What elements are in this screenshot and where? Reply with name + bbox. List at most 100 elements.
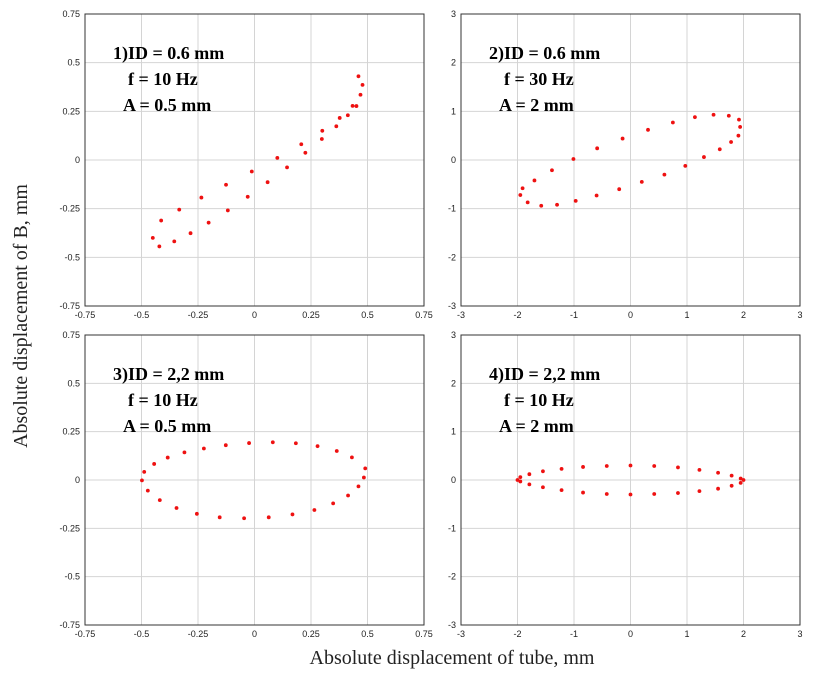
data-point: [594, 193, 599, 198]
y-tick-label: -0.5: [64, 572, 80, 582]
y-tick-label: -0.75: [59, 301, 80, 311]
data-point: [628, 463, 633, 468]
data-point: [525, 200, 530, 205]
x-tick-label: 0: [252, 310, 257, 320]
data-point: [270, 440, 275, 445]
data-point: [737, 117, 741, 122]
data-point: [716, 486, 720, 491]
y-tick-label: -2: [448, 252, 456, 262]
data-point: [361, 475, 366, 480]
annotation-line: 1)ID = 0.6 mm: [113, 43, 224, 64]
data-point: [639, 180, 644, 184]
data-point: [527, 482, 532, 487]
data-point: [617, 187, 622, 192]
data-point: [573, 198, 578, 203]
data-point: [312, 508, 317, 512]
data-point: [541, 469, 545, 474]
data-point: [670, 120, 675, 125]
data-point: [245, 194, 250, 199]
data-point: [265, 180, 270, 185]
x-tick-label: 3: [797, 310, 802, 320]
y-tick-label: 0.5: [67, 378, 80, 388]
data-point: [620, 136, 625, 141]
data-point: [741, 478, 746, 482]
y-tick-label: -0.75: [59, 620, 80, 630]
data-point: [539, 203, 544, 208]
x-tick-label: -0.5: [134, 310, 150, 320]
data-point: [729, 140, 733, 144]
data-point: [676, 491, 680, 495]
data-point: [350, 103, 355, 108]
y-tick-label: 2: [451, 378, 456, 388]
data-point: [559, 466, 564, 471]
annotation-line: f = 10 Hz: [128, 390, 198, 410]
data-point: [604, 492, 609, 496]
y-tick-label: 0.5: [67, 58, 80, 68]
data-point: [145, 488, 150, 493]
y-tick-label: 0.75: [62, 330, 80, 340]
data-point: [290, 512, 295, 517]
annotation-line: 4)ID = 2,2 mm: [489, 364, 600, 385]
data-point: [320, 128, 325, 133]
x-tick-label: 0: [628, 629, 633, 639]
x-tick-label: 1: [684, 629, 689, 639]
data-point: [662, 172, 667, 177]
data-point: [358, 92, 363, 97]
x-tick-label: 0: [628, 310, 633, 320]
data-point: [157, 244, 162, 249]
y-tick-label: 3: [451, 9, 456, 19]
x-tick-label: -0.5: [134, 629, 150, 639]
data-point: [152, 462, 157, 466]
data-point: [165, 455, 170, 460]
annotation-line: f = 10 Hz: [504, 390, 574, 410]
data-point: [174, 506, 179, 510]
annotation-line: A = 2 mm: [499, 95, 574, 115]
data-point: [555, 202, 559, 207]
data-point: [319, 137, 324, 141]
plot-frame: [460, 13, 801, 307]
x-tick-label: 2: [741, 629, 746, 639]
data-point: [738, 481, 743, 485]
y-tick-label: -1: [448, 204, 456, 214]
annotation-line: f = 30 Hz: [504, 69, 574, 89]
data-point: [182, 450, 187, 455]
data-point: [350, 455, 354, 460]
data-point: [346, 493, 350, 498]
x-tick-label: 0.75: [415, 629, 433, 639]
data-point: [717, 147, 722, 152]
data-point: [702, 155, 706, 159]
annotation-line: A = 2 mm: [499, 416, 574, 436]
data-point: [172, 239, 177, 244]
y-tick-label: -0.25: [59, 523, 80, 533]
data-point: [159, 218, 164, 223]
data-point: [217, 515, 222, 520]
data-point: [711, 112, 716, 117]
annotation-line: 2)ID = 0.6 mm: [489, 43, 600, 64]
y-tick-label: -0.25: [59, 204, 80, 214]
y-tick-label: 0: [75, 475, 80, 485]
data-point: [676, 465, 680, 470]
data-point: [550, 168, 554, 173]
data-point: [515, 478, 520, 482]
panel-2: -3 -2 -1 0 1 2 3 -3 -2 -1 0 1 2 3 2)ID = 0.6 mm f = 30 …: [448, 9, 803, 320]
x-tick-label: 0.5: [361, 629, 374, 639]
x-tick-label: -3: [457, 310, 465, 320]
data-point: [354, 104, 359, 108]
y-tick-label: 0.25: [62, 106, 80, 116]
y-tick-label: 1: [451, 106, 456, 116]
data-point: [206, 220, 211, 225]
data-point: [331, 501, 336, 506]
data-point: [142, 469, 147, 474]
panels: -0.75 -0.5 -0.25 0 0.25 0.5 0.75 -0.75 -0.5 -0.25…: [59, 9, 802, 639]
x-tick-label: 0.25: [302, 310, 320, 320]
data-point: [157, 498, 162, 503]
data-point: [559, 488, 564, 493]
data-point: [345, 113, 350, 118]
data-point: [571, 157, 576, 161]
x-tick-label: -3: [457, 629, 465, 639]
panel-1: -0.75 -0.5 -0.25 0 0.25 0.5 0.75 -0.75 -0.5 -0.25…: [59, 9, 432, 320]
x-tick-label: -2: [513, 310, 521, 320]
data-point: [736, 133, 741, 138]
data-point: [697, 467, 702, 472]
